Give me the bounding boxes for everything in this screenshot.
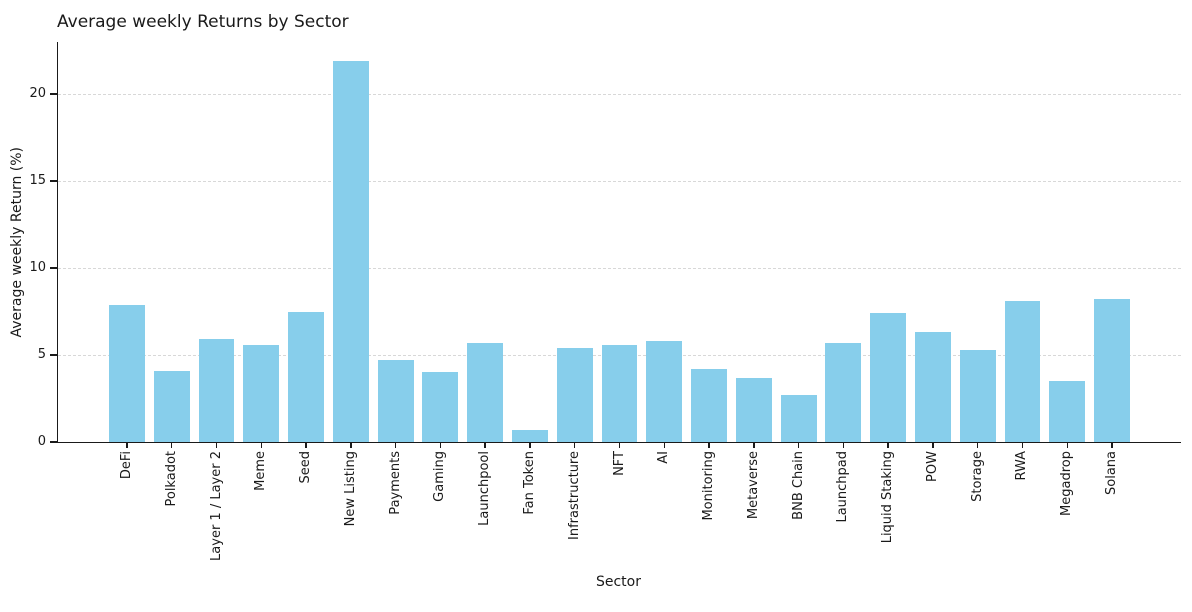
bar	[198, 339, 235, 442]
x-tick-label: New Listing	[342, 451, 358, 527]
y-tick-label: 15	[29, 173, 46, 189]
bar	[646, 341, 683, 442]
x-tick-label: Infrastructure	[566, 451, 582, 540]
bar	[243, 344, 280, 442]
x-tick-mark	[394, 442, 397, 448]
bar	[288, 311, 324, 442]
bar	[825, 342, 862, 442]
x-tick-label: Liquid Staking	[880, 451, 896, 544]
bar	[377, 360, 414, 442]
x-tick-mark	[1066, 442, 1068, 448]
x-tick-mark	[350, 442, 352, 448]
x-tick-label: Launchpool	[477, 451, 493, 526]
x-tick-mark	[618, 442, 621, 448]
x-tick-mark	[126, 442, 128, 448]
bar	[601, 344, 638, 442]
x-tick-mark	[797, 442, 800, 448]
y-tick-label: 5	[37, 347, 46, 363]
bar	[1004, 301, 1041, 442]
y-tick-label: 20	[29, 86, 46, 102]
x-tick-mark	[171, 442, 173, 448]
bar	[959, 349, 996, 442]
bar	[153, 370, 190, 442]
x-tick-mark	[305, 442, 307, 448]
x-tick-mark	[1021, 442, 1024, 448]
x-tick-mark	[529, 442, 531, 448]
gridline	[58, 267, 1181, 269]
x-tick-mark	[574, 442, 576, 448]
x-tick-mark	[708, 442, 710, 448]
x-tick-label: Seed	[298, 451, 314, 484]
x-tick-mark	[215, 442, 218, 448]
gridline	[58, 180, 1181, 182]
x-tick-mark	[1111, 442, 1113, 448]
x-tick-label: AI	[656, 451, 672, 464]
bar	[1094, 299, 1130, 442]
x-tick-mark	[753, 442, 755, 448]
x-tick-mark	[663, 442, 665, 448]
x-tick-label: Megadrop	[1059, 451, 1075, 516]
bar	[109, 304, 145, 442]
x-tick-label: Fan Token	[521, 451, 537, 515]
bar	[512, 429, 548, 442]
y-tick-mark	[50, 93, 57, 95]
x-tick-label: NFT	[611, 451, 627, 476]
bar	[735, 377, 772, 442]
gridline	[58, 93, 1181, 95]
x-tick-label: Meme	[253, 451, 269, 491]
y-tick-mark	[50, 180, 57, 182]
bar	[1049, 381, 1086, 442]
x-tick-mark	[932, 442, 934, 448]
x-tick-label: Metaverse	[745, 451, 761, 520]
x-tick-mark	[887, 442, 889, 448]
x-tick-mark	[484, 442, 486, 448]
x-tick-label: Gaming	[432, 451, 448, 502]
chart-title: Average weekly Returns by Sector	[57, 12, 349, 32]
x-tick-label: Payments	[387, 451, 403, 515]
plot-area: 0 5 10 15 20 DeFi Polkadot Layer 1 / Layer 2 Mem…	[29, 42, 1181, 561]
bar	[870, 313, 907, 442]
x-tick-label: Solana	[1104, 451, 1120, 495]
bar	[332, 61, 369, 442]
x-tick-label: Storage	[969, 451, 985, 502]
bar	[915, 332, 951, 442]
x-tick-mark	[260, 442, 262, 448]
y-tick-mark	[50, 267, 57, 269]
bar	[691, 368, 727, 442]
x-tick-label: BNB Chain	[790, 451, 806, 520]
x-tick-mark	[439, 442, 442, 448]
y-tick-label: 0	[37, 434, 46, 449]
x-tick-label: Layer 1 / Layer 2	[208, 451, 224, 561]
bar	[467, 342, 504, 442]
x-tick-label: Launchpad	[835, 451, 851, 523]
x-axis-label: Sector	[595, 574, 641, 590]
x-tick-label: RWA	[1014, 451, 1030, 481]
y-tick-mark	[50, 354, 57, 356]
x-tick-label: Polkadot	[163, 451, 179, 507]
x-tick-label: Monitoring	[701, 451, 717, 521]
y-tick-mark	[50, 441, 57, 443]
bar	[780, 395, 817, 442]
x-tick-mark	[842, 442, 845, 448]
bar	[556, 348, 593, 442]
bar	[422, 372, 459, 442]
x-tick-label: DeFi	[118, 451, 134, 480]
y-tick-label: 10	[29, 260, 46, 276]
x-tick-label: POW	[924, 451, 940, 482]
x-tick-mark	[977, 442, 979, 448]
